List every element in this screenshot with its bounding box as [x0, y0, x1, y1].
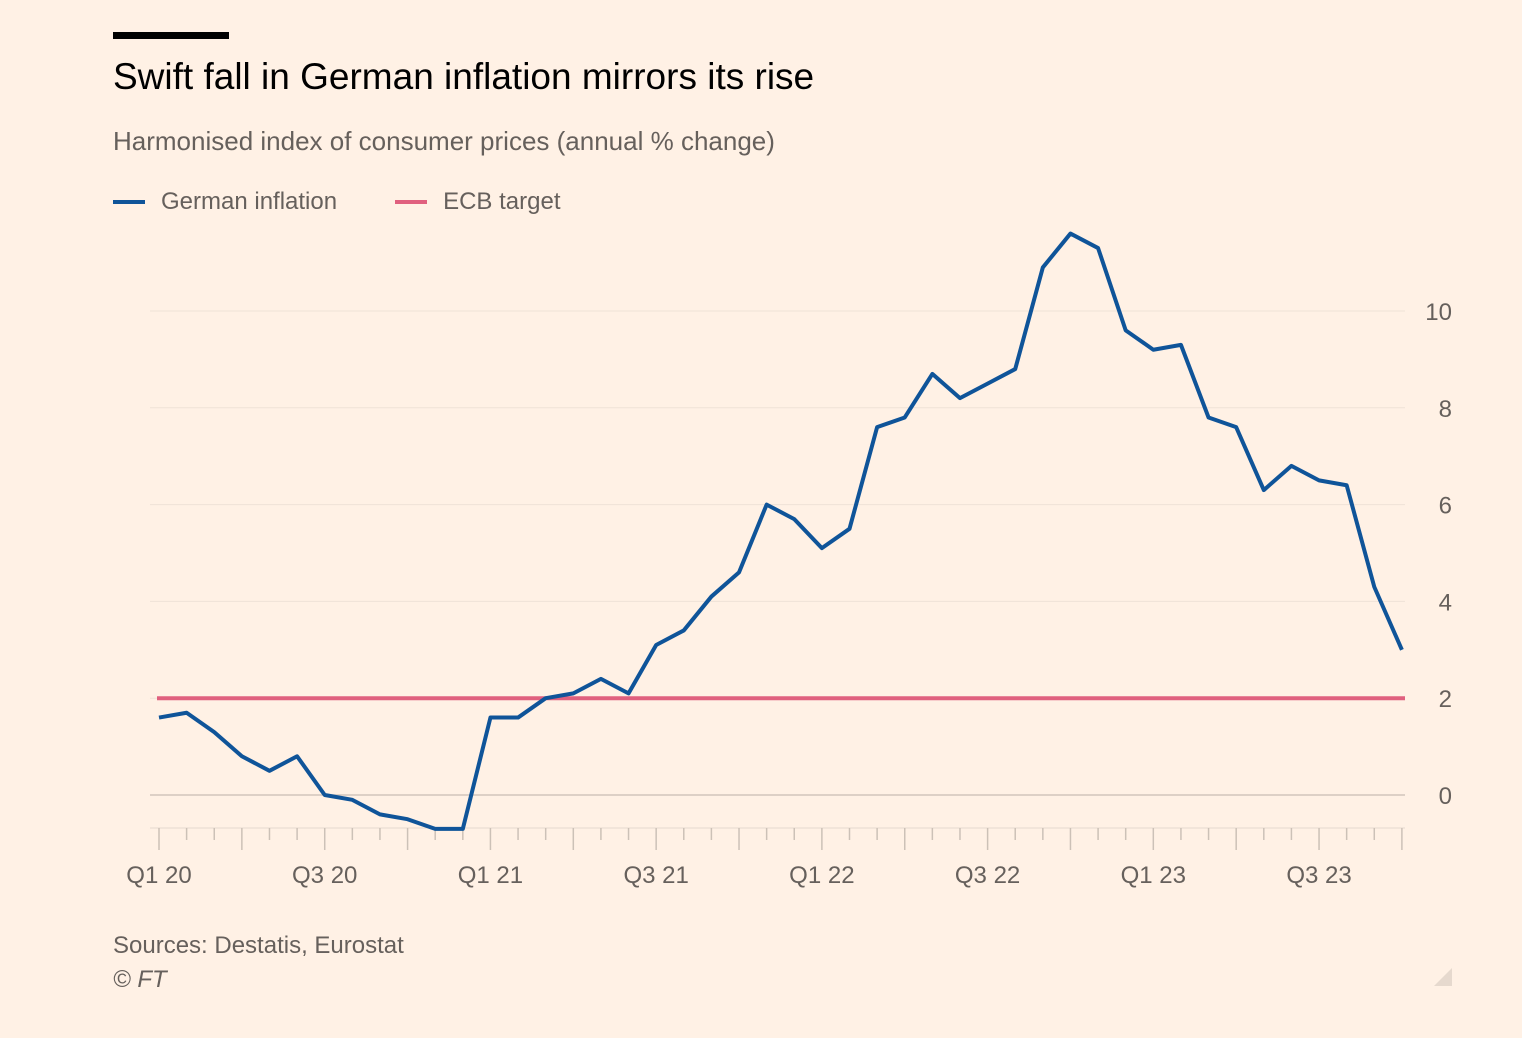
copyright: © FT [113, 966, 167, 993]
x-tick-label: Q1 22 [789, 862, 854, 889]
y-tick-label: 10 [1425, 299, 1452, 326]
legend: German inflation ECB target [113, 188, 560, 216]
chart-subtitle: Harmonised index of consumer prices (ann… [113, 126, 775, 156]
y-tick-label: 2 [1439, 686, 1452, 713]
resize-handle-icon[interactable] [1434, 968, 1452, 986]
x-tick-label: Q3 20 [292, 862, 357, 889]
legend-swatch [113, 200, 145, 204]
source-note: Sources: Destatis, Eurostat [113, 932, 404, 959]
x-tick-label: Q1 21 [458, 862, 523, 889]
legend-label: German inflation [161, 188, 338, 215]
x-tick-label: Q1 20 [126, 862, 191, 889]
legend-item-ecb-target: ECB target [395, 188, 560, 216]
german-inflation-line [158, 231, 1404, 831]
y-tick-label: 8 [1439, 396, 1452, 423]
legend-swatch [395, 200, 428, 204]
x-tick-label: Q3 22 [955, 862, 1020, 889]
x-tick-label: Q1 23 [1121, 862, 1186, 889]
y-tick-label: 4 [1439, 589, 1452, 616]
legend-item-german-inflation: German inflation [113, 188, 337, 216]
chart-title: Swift fall in German inflation mirrors i… [113, 56, 815, 97]
title-accent-bar [113, 32, 229, 39]
x-tick-label: Q3 21 [623, 862, 688, 889]
y-tick-label: 0 [1439, 783, 1452, 810]
y-tick-label: 6 [1439, 493, 1452, 520]
legend-label: ECB target [443, 188, 561, 215]
x-tick-label: Q3 23 [1286, 862, 1351, 889]
